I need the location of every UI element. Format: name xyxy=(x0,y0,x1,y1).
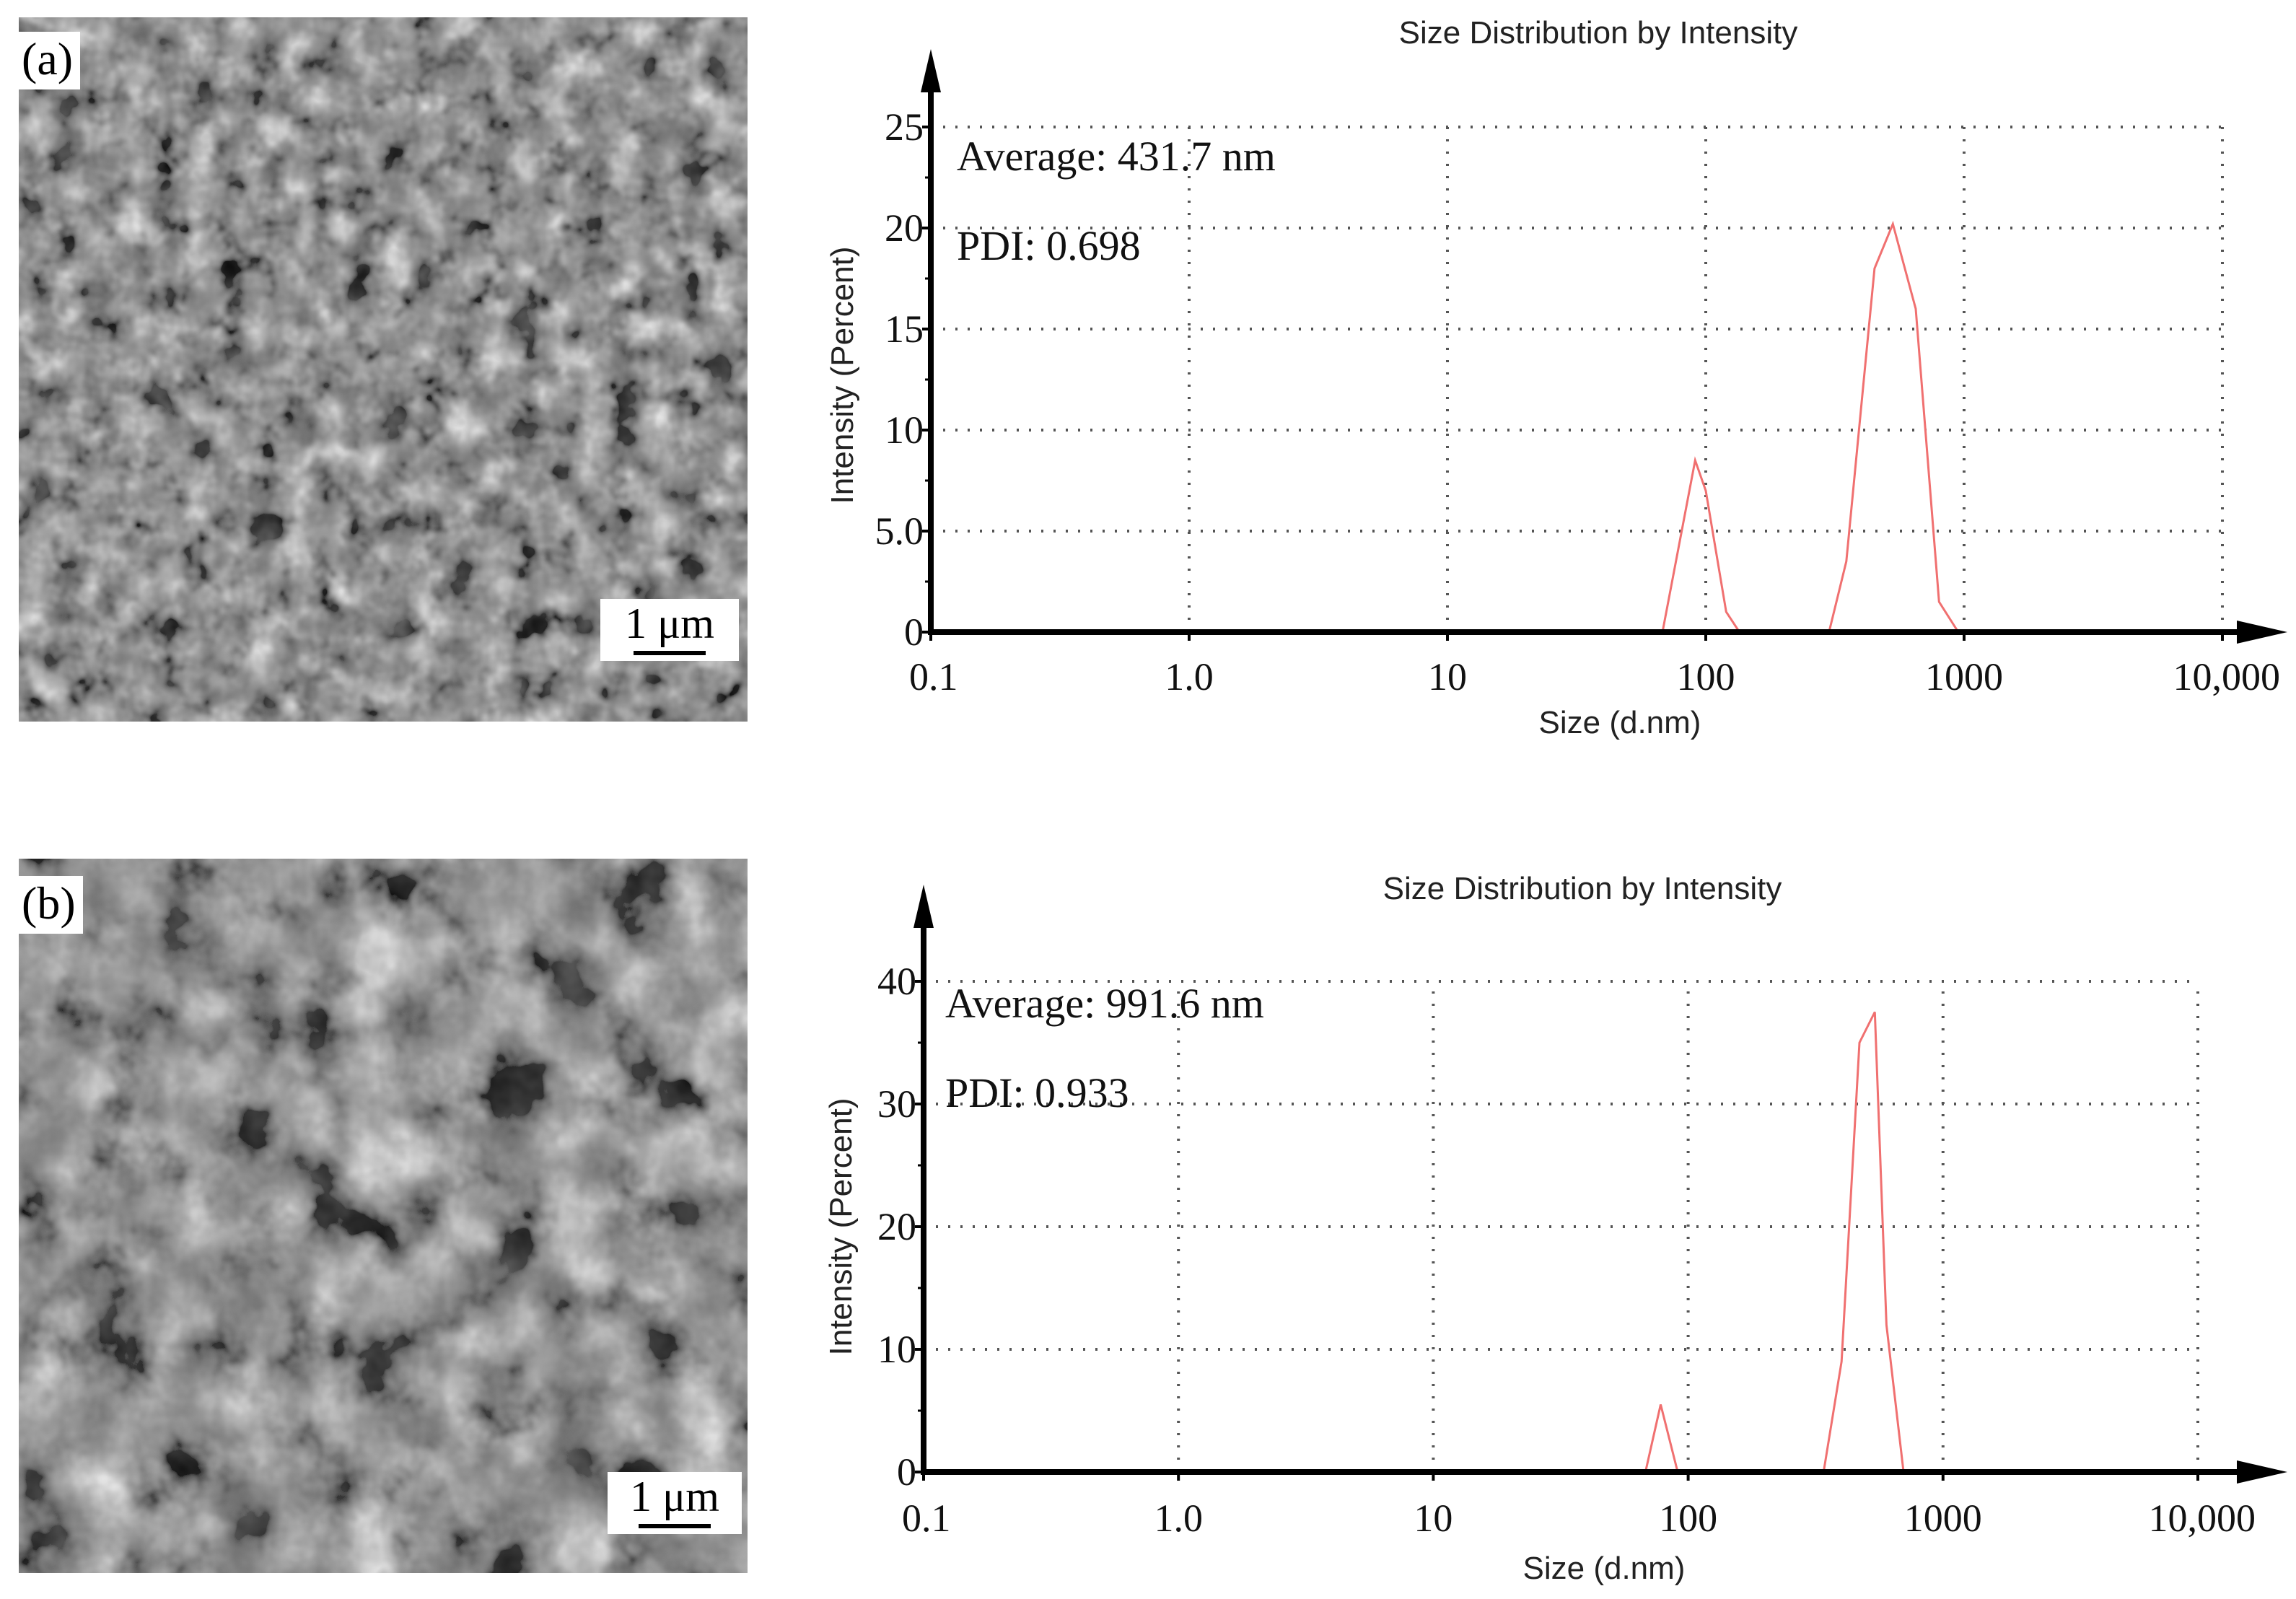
chart-a-y-tick-label: 10 xyxy=(885,408,924,452)
scale-bar-b-label: 1 μm xyxy=(630,1473,719,1520)
chart-b-x-axis-label: Size (d.nm) xyxy=(1523,1551,1686,1586)
micrograph-b xyxy=(19,859,748,1573)
scale-bar-a-line xyxy=(634,651,706,655)
chart-a-annotation-pdi: PDI: 0.698 xyxy=(957,222,1141,269)
chart-a-y-tick-label: 20 xyxy=(885,206,924,250)
chart-b-x-axis-arrow xyxy=(2237,1460,2287,1484)
chart-a-y-tick-label: 0 xyxy=(904,610,924,654)
chart-a-annotation-average: Average: 431.7 nm xyxy=(957,133,1276,180)
chart-b-y-tick-label: 30 xyxy=(877,1082,916,1126)
chart-b-y-tick-label: 0 xyxy=(897,1450,916,1494)
chart-b-y-tick-label: 20 xyxy=(877,1205,916,1248)
chart-a-x-tick-label: 1.0 xyxy=(1165,655,1214,698)
chart-a-x-tick-label: 100 xyxy=(1677,655,1735,698)
chart-a-y-axis-label: Intensity (Percent) xyxy=(825,246,860,504)
chart-b-x-tick-label: 1.0 xyxy=(1154,1497,1203,1540)
scale-bar-a-label: 1 μm xyxy=(625,600,714,647)
chart-b-annotation-pdi: PDI: 0.933 xyxy=(945,1069,1129,1116)
chart-b-x-tick-label: 10,000 xyxy=(2149,1497,2256,1540)
chart-b-series-line xyxy=(1077,1011,2198,1473)
chart-a-y-tick-label: 15 xyxy=(885,307,924,351)
chart-b-x-tick-label: 1000 xyxy=(1904,1497,1982,1540)
chart-b-y-tick-label: 10 xyxy=(877,1328,916,1371)
chart-b-x-tick-label: 100 xyxy=(1659,1497,1717,1540)
chart-a-x-tick-label: 1000 xyxy=(1925,655,2003,698)
micrograph-b-texture xyxy=(19,859,748,1573)
scale-bar-b: 1 μm xyxy=(608,1472,742,1534)
chart-b-title: Size Distribution by Intensity xyxy=(1383,871,1782,906)
micrograph-a xyxy=(19,17,748,722)
chart-a-x-tick-label: 0.1 xyxy=(909,655,958,698)
chart-b-y-axis-arrow xyxy=(913,885,934,928)
chart-a-x-tick-label: 10 xyxy=(1428,655,1467,698)
chart-a-y-axis-arrow xyxy=(921,49,941,92)
chart-a-x-axis-arrow xyxy=(2237,621,2287,644)
chart-a-series-line xyxy=(1086,220,2222,634)
chart-b-annotation-average: Average: 991.6 nm xyxy=(945,980,1264,1027)
panel-label-b: (b) xyxy=(14,876,83,934)
chart-b-x-tick-label: 0.1 xyxy=(902,1497,951,1540)
panel-label-a: (a) xyxy=(14,32,81,89)
scale-bar-b-line xyxy=(639,1524,711,1528)
scale-bar-a: 1 μm xyxy=(600,599,739,661)
chart-a-x-tick-label: 10,000 xyxy=(2173,655,2281,698)
chart-a-y-tick-label: 25 xyxy=(885,105,924,149)
chart-a-y-tick-label: 5.0 xyxy=(875,509,924,553)
chart-b-y-tick-label: 40 xyxy=(877,960,916,1003)
chart-b-x-tick-label: 10 xyxy=(1414,1497,1452,1540)
chart-b-y-axis-label: Intensity (Percent) xyxy=(823,1098,859,1355)
chart-a-title: Size Distribution by Intensity xyxy=(1399,15,1798,51)
chart-a-x-axis-label: Size (d.nm) xyxy=(1539,705,1701,740)
